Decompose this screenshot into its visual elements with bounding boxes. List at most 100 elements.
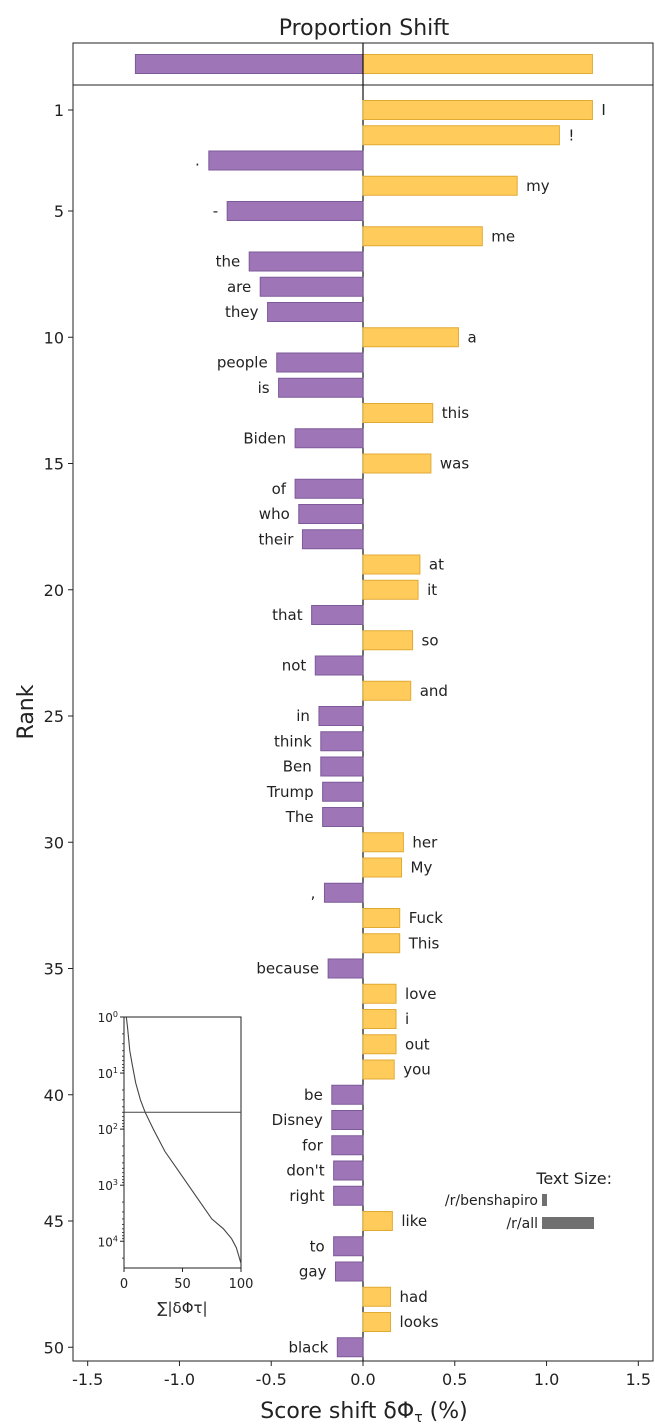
x-tick-label: 1.5: [626, 1370, 651, 1389]
x-tick-label: 0.0: [350, 1370, 375, 1389]
bar-2: [362, 125, 560, 146]
x-tick-label: -1.0: [164, 1370, 195, 1389]
bar-label-31: My: [411, 859, 433, 877]
bar-20: [362, 579, 419, 600]
y-tick-label: 40: [44, 1086, 64, 1105]
bar-3: [208, 150, 364, 171]
bar-26: [320, 731, 364, 752]
x-tick-label: 0.5: [442, 1370, 467, 1389]
bar-1: [362, 100, 593, 120]
bar-15: [362, 453, 432, 474]
bar-37: [362, 1009, 397, 1029]
bar-23: [314, 655, 364, 676]
legend-bar-0: [542, 1194, 547, 1206]
bar-label-9: they: [225, 303, 259, 321]
bar-label-6: me: [491, 227, 515, 245]
bar-label-33: Fuck: [409, 909, 444, 927]
bar-label-42: for: [302, 1136, 323, 1154]
bar-33: [362, 908, 401, 928]
bar-5: [226, 201, 364, 221]
bar-label-47: gay: [299, 1263, 327, 1281]
bar-label-43: don't: [286, 1162, 324, 1180]
bar-label-50: black: [288, 1338, 328, 1356]
bar-38: [362, 1034, 397, 1055]
bar-17: [298, 504, 364, 524]
text-size-legend: Text Size: /r/benshapiro/r/all: [445, 1169, 612, 1232]
bar-label-23: not: [282, 657, 307, 675]
bar-27: [320, 756, 364, 777]
bar-label-27: Ben: [283, 758, 312, 776]
bar-label-5: -: [213, 202, 218, 220]
bar-36: [362, 983, 397, 1004]
bar-47: [334, 1261, 364, 1282]
y-tick-label: 1: [54, 101, 64, 120]
x-tick-label: -0.5: [256, 1370, 287, 1389]
y-tick-label: 20: [44, 581, 64, 600]
bar-label-16: of: [272, 480, 287, 498]
bar-label-10: a: [467, 328, 476, 346]
bar-16: [294, 478, 364, 499]
inset-y-tick-label: 100: [98, 1010, 118, 1025]
bar-10: [362, 327, 459, 348]
bar-label-21: that: [272, 606, 303, 624]
bar-25: [318, 706, 364, 726]
bar-label-34: This: [408, 934, 440, 952]
bar-34: [362, 933, 401, 954]
bar-label-18: their: [258, 530, 294, 548]
bar-21: [311, 605, 364, 625]
bar-label-19: at: [429, 556, 444, 574]
bar-label-44: right: [289, 1187, 324, 1205]
bar-4: [362, 175, 518, 196]
bar-8: [259, 276, 364, 297]
bar-label-46: to: [310, 1237, 325, 1255]
bar-31: [362, 857, 403, 878]
bar-label-1: I: [601, 101, 605, 119]
inset-background: [123, 1016, 242, 1269]
bar-32: [323, 882, 364, 903]
y-tick-label: 25: [44, 707, 64, 726]
bar-label-17: who: [259, 505, 290, 523]
bar-42: [331, 1135, 364, 1156]
bar-13: [362, 403, 434, 423]
bar-label-20: it: [427, 581, 437, 599]
bar-label-26: think: [274, 732, 312, 750]
bar-label-39: you: [403, 1061, 431, 1079]
bar-24: [362, 680, 412, 701]
y-tick-label: 35: [44, 960, 64, 979]
bar-9: [267, 302, 364, 322]
bar-18: [301, 529, 364, 550]
bar-label-2: !: [568, 126, 574, 144]
bar-label-37: i: [405, 1010, 409, 1028]
bar-label-11: people: [217, 354, 268, 372]
inset-x-tick-label: 50: [174, 1277, 191, 1292]
bar-39: [362, 1059, 395, 1080]
bar-28: [322, 781, 364, 802]
summary-bar-positive: [362, 54, 593, 74]
inset-x-label: ∑|δΦτ|: [157, 1299, 207, 1317]
y-tick-label: 30: [44, 833, 64, 852]
bar-6: [362, 226, 483, 247]
bar-19: [362, 554, 421, 575]
bar-label-8: are: [227, 278, 251, 296]
bar-44: [333, 1185, 364, 1206]
bar-label-29: The: [285, 808, 314, 826]
bar-label-3: .: [195, 152, 200, 170]
bar-label-25: in: [296, 707, 310, 725]
bar-12: [278, 377, 364, 398]
bar-41: [331, 1110, 364, 1130]
bar-50: [336, 1337, 364, 1358]
x-tick-label: 1.0: [534, 1370, 559, 1389]
bar-43: [333, 1160, 364, 1181]
bar-label-40: be: [304, 1086, 323, 1104]
bar-label-13: this: [442, 404, 470, 422]
text-size-legend-title: Text Size:: [535, 1169, 612, 1188]
inset-x-tick-label: 0: [120, 1277, 128, 1292]
bar-30: [362, 832, 404, 853]
bar-29: [322, 807, 364, 827]
bar-label-36: love: [405, 985, 436, 1003]
bar-label-14: Biden: [243, 429, 286, 447]
legend-label-0: /r/benshapiro: [445, 1193, 538, 1209]
bar-label-32: ,: [311, 884, 316, 902]
bar-7: [248, 251, 364, 272]
